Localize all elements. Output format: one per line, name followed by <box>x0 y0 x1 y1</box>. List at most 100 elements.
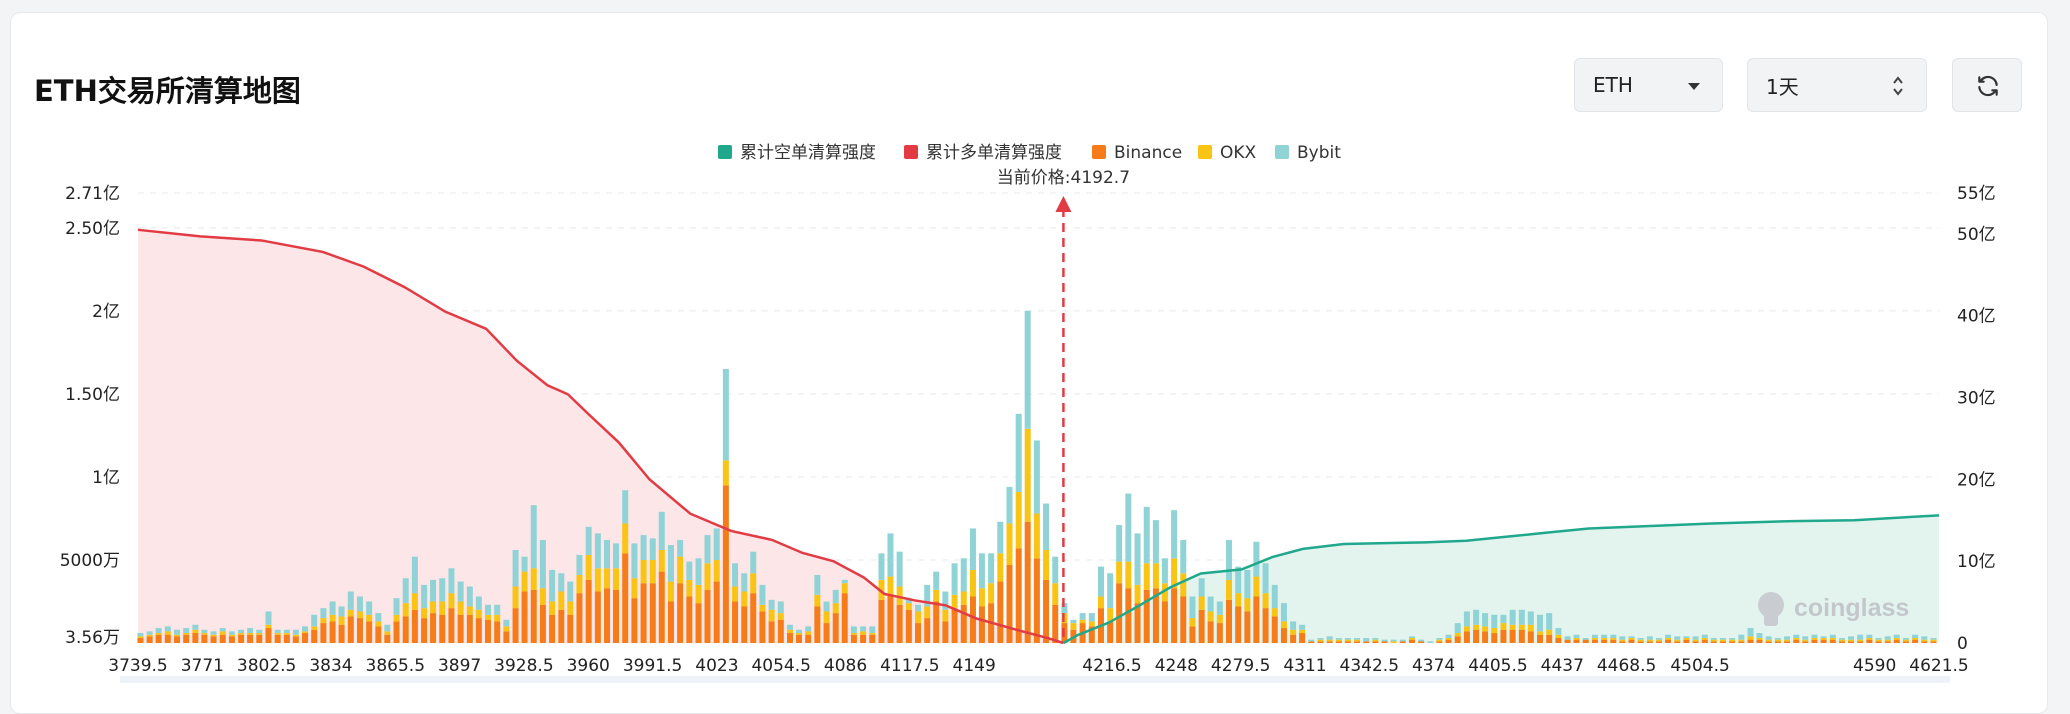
bar-bybit <box>1079 613 1086 620</box>
bar-binance <box>1436 641 1443 643</box>
bar-bybit <box>1473 609 1480 625</box>
legend-swatch <box>1092 145 1106 159</box>
bar-okx <box>1189 618 1196 627</box>
bar-bybit <box>1390 639 1397 642</box>
bar-bybit <box>1738 634 1745 640</box>
refresh-button[interactable] <box>1952 58 2022 112</box>
bar-bybit <box>146 631 153 635</box>
bar-bybit <box>228 631 235 635</box>
bar-bybit <box>649 538 656 560</box>
bar-okx <box>622 523 629 554</box>
bar-binance <box>1683 639 1690 643</box>
bar-bybit <box>1363 638 1370 642</box>
bar-bybit <box>622 490 629 524</box>
bar-okx <box>777 613 784 620</box>
bar-bybit <box>814 574 821 595</box>
bar-okx <box>1829 638 1836 640</box>
bar-binance <box>311 629 318 643</box>
bar-okx <box>1729 639 1736 642</box>
left-axis-tick: 3.56万 <box>65 628 120 648</box>
bar-binance <box>1847 641 1854 643</box>
bar-okx <box>860 631 867 635</box>
bar-okx <box>1893 638 1900 640</box>
bar-bybit <box>558 573 565 592</box>
bar-binance <box>576 593 583 643</box>
bar-bybit <box>567 581 574 602</box>
period-select[interactable]: 1天 <box>1747 58 1927 112</box>
bar-binance <box>302 633 309 643</box>
bar-okx <box>1473 624 1480 630</box>
right-axis-tick: 20亿 <box>1957 470 1996 490</box>
bar-okx <box>585 554 592 580</box>
bar-okx <box>1738 639 1745 642</box>
bar-bybit <box>1802 636 1809 640</box>
bar-bybit <box>741 573 748 592</box>
bar-okx <box>347 609 354 617</box>
bar-bybit <box>631 543 638 579</box>
bar-binance <box>1692 641 1699 643</box>
bar-bybit <box>1033 440 1040 514</box>
bar-binance <box>228 636 235 643</box>
right-axis-tick: 55亿 <box>1957 184 1996 204</box>
bar-binance <box>860 634 867 643</box>
bar-binance <box>1418 641 1425 643</box>
right-axis-tick: 40亿 <box>1957 307 1996 327</box>
bar-binance <box>210 636 217 643</box>
bar-okx <box>274 633 281 635</box>
bar-bybit <box>320 608 327 619</box>
bar-bybit <box>201 629 208 634</box>
bar-bybit <box>1207 596 1214 612</box>
bar-bybit <box>1344 638 1351 640</box>
bar-binance <box>530 589 537 643</box>
bar-okx <box>1070 623 1077 630</box>
bar-okx <box>1326 639 1333 642</box>
bar-binance <box>933 601 940 643</box>
bar-bybit <box>1491 614 1498 629</box>
bar-okx <box>366 614 373 622</box>
bar-okx <box>869 633 876 635</box>
bar-bybit <box>1674 636 1681 640</box>
bar-bybit <box>1555 628 1562 635</box>
bar-binance <box>1134 603 1141 643</box>
bar-bybit <box>1692 636 1699 640</box>
bar-bybit <box>850 626 857 634</box>
bar-bybit <box>658 511 665 551</box>
bar-binance <box>1308 641 1315 643</box>
bar-okx <box>265 624 272 629</box>
bar-okx <box>549 601 556 615</box>
bar-binance <box>704 589 711 643</box>
bar-bybit <box>585 526 592 555</box>
x-axis-tick: 3834 <box>309 656 352 676</box>
bar-bybit <box>1820 636 1827 639</box>
bar-bybit <box>183 628 190 634</box>
bar-okx <box>988 583 995 604</box>
bar-bybit <box>1198 578 1205 597</box>
bar-bybit <box>448 568 455 594</box>
bar-bybit <box>1665 634 1672 639</box>
bar-okx <box>1372 639 1379 642</box>
bar-okx <box>302 631 309 634</box>
bar-bybit <box>1180 540 1187 574</box>
bar-bybit <box>1646 636 1653 640</box>
bar-binance <box>567 614 574 643</box>
bar-okx <box>1463 626 1470 632</box>
bar-okx <box>1097 596 1104 609</box>
caret-down-icon <box>1688 83 1700 90</box>
bar-okx <box>329 614 336 622</box>
bar-okx <box>155 633 162 635</box>
price-annotation: 当前价格:4192.7 <box>997 168 1130 643</box>
legend[interactable]: 累计空单清算强度 累计多单清算强度 Binance OKX Bybit <box>718 143 1341 163</box>
bar-bybit <box>924 584 931 607</box>
bar-binance <box>878 599 885 643</box>
bar-bybit <box>951 563 958 595</box>
coin-select[interactable]: ETH <box>1574 58 1723 112</box>
bar-binance <box>1610 639 1617 643</box>
x-axis-tick: 4621.5 <box>1909 656 1968 676</box>
coin-select-value: ETH <box>1593 73 1633 97</box>
bar-okx <box>832 603 839 614</box>
bar-bybit <box>1839 638 1846 640</box>
bar-bybit <box>1591 634 1598 639</box>
bar-okx <box>475 609 482 619</box>
bar-bybit <box>869 626 876 634</box>
bar-okx <box>722 460 729 486</box>
